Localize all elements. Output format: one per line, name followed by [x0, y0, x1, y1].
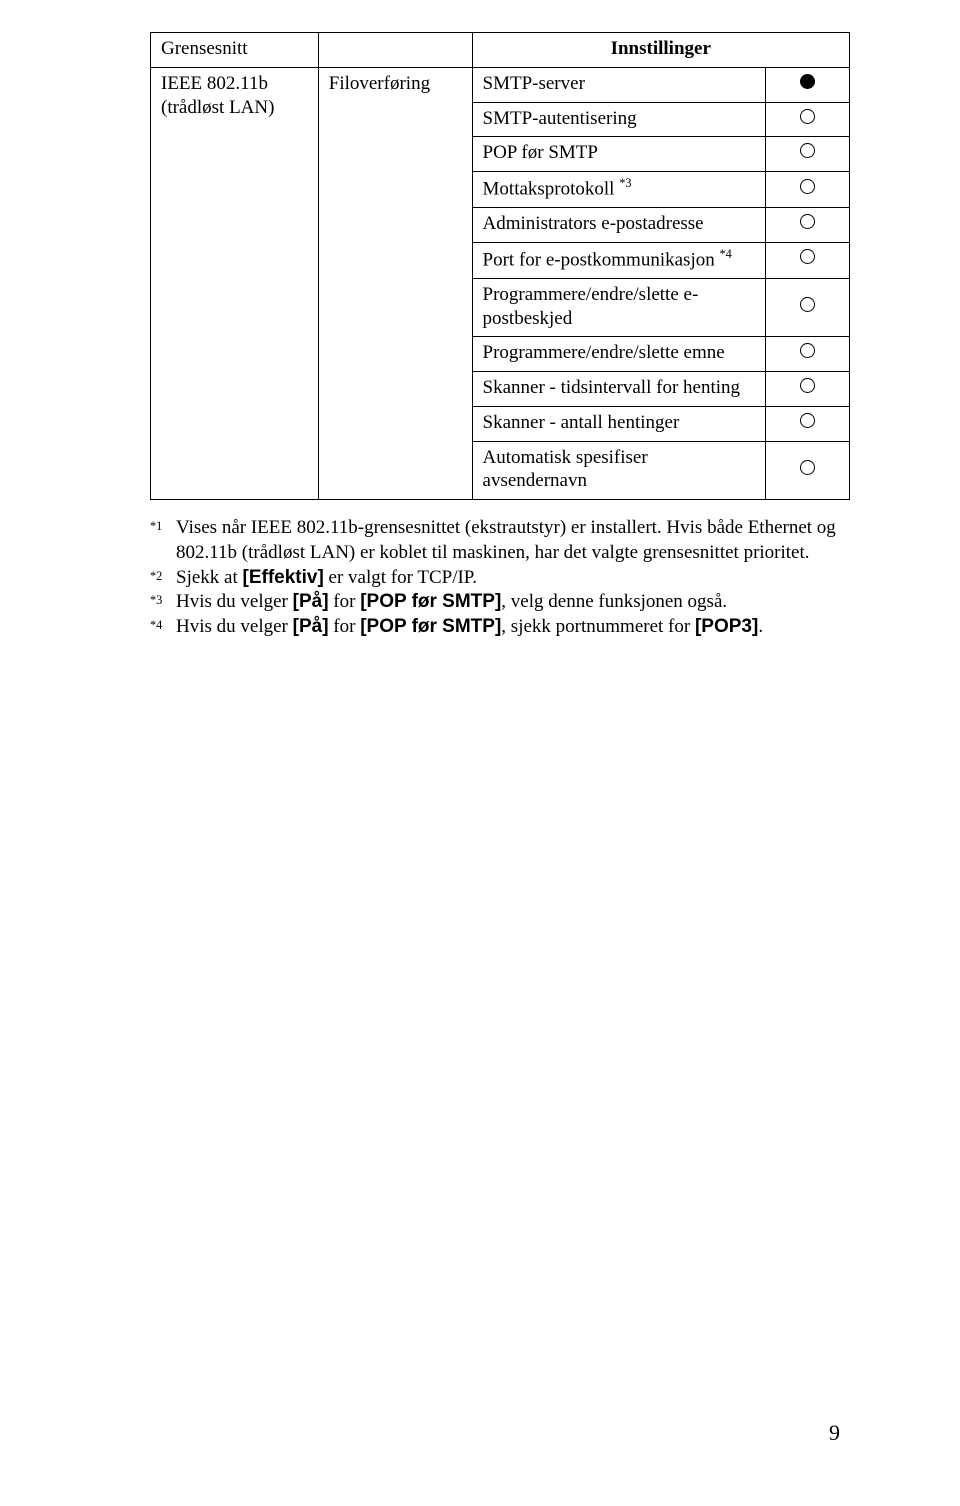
- footnote-mark: *1: [150, 516, 176, 534]
- cell-icon: [766, 172, 850, 208]
- cell-icon: [766, 337, 850, 372]
- ui-label: [Effektiv]: [243, 567, 324, 588]
- cell-setting-label: Skanner - tidsintervall for henting: [472, 372, 766, 407]
- dot-open-icon: [800, 460, 815, 475]
- cell-setting-label: Programmere/endre/slette e-postbeskjed: [472, 278, 766, 337]
- table-header-row: Grensesnitt Innstillinger: [151, 33, 850, 68]
- cell-setting-label: POP før SMTP: [472, 137, 766, 172]
- cell-setting-label: Administrators e-postadresse: [472, 208, 766, 243]
- dot-open-icon: [800, 297, 815, 312]
- ui-label: [POP før SMTP]: [360, 616, 501, 637]
- cell-icon: [766, 406, 850, 441]
- superscript-ref: *3: [619, 176, 631, 190]
- dot-open-icon: [800, 109, 815, 124]
- cell-setting-label: Automatisk spesifiser avsendernavn: [472, 441, 766, 500]
- settings-table: Grensesnitt Innstillinger IEEE 802.11b (…: [150, 32, 850, 500]
- footnote-row: *2Sjekk at [Effektiv] er valgt for TCP/I…: [150, 566, 850, 591]
- page-number: 9: [829, 1420, 840, 1446]
- header-innstillinger: Innstillinger: [472, 33, 849, 68]
- footnotes: *1Vises når IEEE 802.11b-grensesnittet (…: [150, 516, 850, 639]
- cell-setting-label: Port for e-postkommunikasjon *4: [472, 242, 766, 278]
- superscript-ref: *4: [719, 247, 731, 261]
- cell-icon: [766, 242, 850, 278]
- cell-icon: [766, 372, 850, 407]
- footnote-body: Sjekk at [Effektiv] er valgt for TCP/IP.: [176, 566, 850, 591]
- footnote-row: *3Hvis du velger [På] for [POP før SMTP]…: [150, 590, 850, 615]
- cell-setting-label: SMTP-autentisering: [472, 102, 766, 137]
- ui-label: [POP før SMTP]: [360, 591, 501, 612]
- dot-filled-icon: [800, 74, 815, 89]
- dot-open-icon: [800, 179, 815, 194]
- footnote-mark: *4: [150, 615, 176, 633]
- cell-interface: IEEE 802.11b (trådløst LAN): [151, 67, 319, 499]
- cell-setting-label: Programmere/endre/slette emne: [472, 337, 766, 372]
- ui-label: [POP3]: [695, 616, 758, 637]
- cell-icon: [766, 102, 850, 137]
- cell-icon: [766, 208, 850, 243]
- footnote-body: Hvis du velger [På] for [POP før SMTP], …: [176, 590, 850, 615]
- footnote-row: *1Vises når IEEE 802.11b-grensesnittet (…: [150, 516, 850, 565]
- footnote-mark: *3: [150, 590, 176, 608]
- ui-label: [På]: [293, 591, 329, 612]
- page: Grensesnitt Innstillinger IEEE 802.11b (…: [0, 0, 960, 1506]
- cell-setting-label: Mottaksprotokoll *3: [472, 172, 766, 208]
- cell-setting-label: SMTP-server: [472, 67, 766, 102]
- dot-open-icon: [800, 249, 815, 264]
- dot-open-icon: [800, 214, 815, 229]
- footnote-row: *4Hvis du velger [På] for [POP før SMTP]…: [150, 615, 850, 640]
- header-spacer: [318, 33, 472, 68]
- cell-icon: [766, 67, 850, 102]
- header-grensesnitt: Grensesnitt: [151, 33, 319, 68]
- dot-open-icon: [800, 378, 815, 393]
- footnote-mark: *2: [150, 566, 176, 584]
- table-row: IEEE 802.11b (trådløst LAN)Filoverføring…: [151, 67, 850, 102]
- footnote-body: Vises når IEEE 802.11b-grensesnittet (ek…: [176, 516, 850, 565]
- cell-icon: [766, 278, 850, 337]
- footnote-body: Hvis du velger [På] for [POP før SMTP], …: [176, 615, 850, 640]
- dot-open-icon: [800, 343, 815, 358]
- ui-label: [På]: [293, 616, 329, 637]
- cell-icon: [766, 137, 850, 172]
- dot-open-icon: [800, 143, 815, 158]
- cell-setting-label: Skanner - antall hentinger: [472, 406, 766, 441]
- cell-icon: [766, 441, 850, 500]
- cell-group: Filoverføring: [318, 67, 472, 499]
- dot-open-icon: [800, 413, 815, 428]
